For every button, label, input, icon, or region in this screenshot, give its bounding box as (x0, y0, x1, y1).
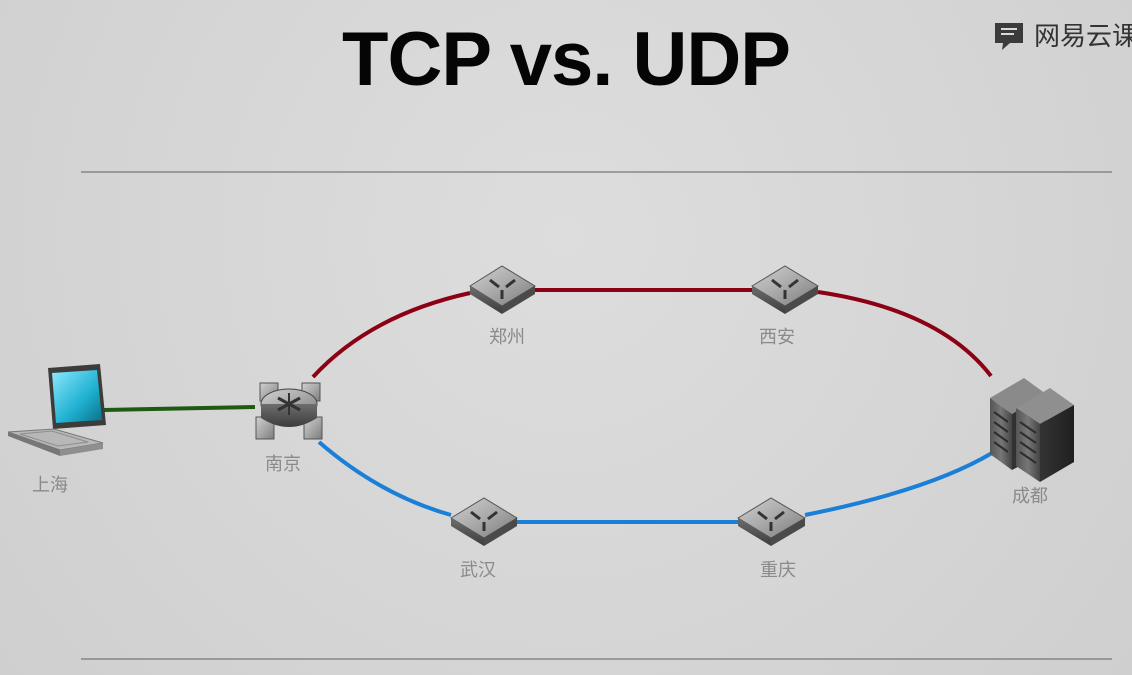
brand-text: 网易云课 (1033, 22, 1132, 52)
node-zhengzhou: 郑州 (469, 265, 536, 348)
node-chongqing: 重庆 (737, 497, 806, 581)
access-link (103, 405, 256, 412)
server-icon (990, 378, 1074, 482)
switch-icon (450, 497, 518, 546)
brand-logo: 网易云课 (992, 16, 1132, 53)
links (103, 288, 994, 524)
udp-link-nanjing-wuhan (317, 440, 452, 517)
node-label-chongqing: 重庆 (760, 560, 796, 581)
tcp-link-nanjing-zhengzhou (311, 291, 471, 379)
node-label-xian: 西安 (759, 327, 795, 348)
udp-link-chongqing-chengdu (804, 451, 994, 517)
node-server: 成都 (990, 378, 1074, 507)
laptop-icon (7, 364, 106, 456)
node-label-router: 南京 (265, 454, 301, 475)
switch-icon (469, 265, 536, 314)
switch-icon (751, 265, 819, 314)
node-label-wuhan: 武汉 (460, 560, 496, 581)
tcp-link-xian-chengdu (817, 290, 993, 378)
node-label-laptop: 上海 (32, 475, 68, 496)
node-xian: 西安 (751, 265, 819, 348)
node-label-server: 成都 (1012, 486, 1048, 507)
node-router: 南京 (255, 382, 323, 475)
slide-title: TCP vs. UDP (342, 17, 791, 102)
node-laptop: 上海 (7, 364, 106, 496)
node-label-zhengzhou: 郑州 (489, 327, 525, 348)
frame-lines (81, 171, 1112, 660)
brand-book-icon (994, 22, 1023, 50)
switch-icon (737, 497, 806, 546)
node-wuhan: 武汉 (450, 497, 518, 581)
router-icon (255, 382, 323, 440)
